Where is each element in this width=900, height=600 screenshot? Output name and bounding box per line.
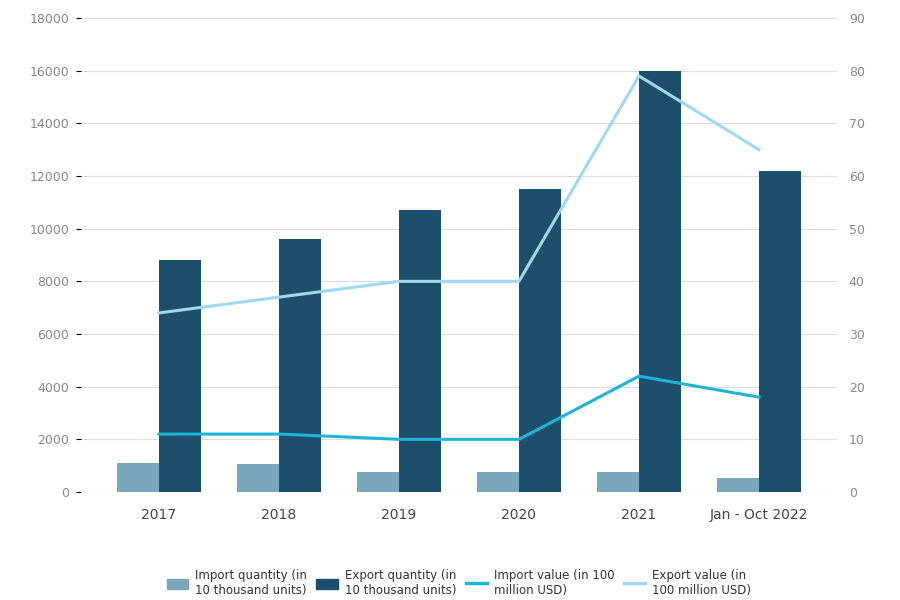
- Bar: [279, 239, 321, 492]
- Bar: [117, 463, 159, 492]
- Bar: [237, 464, 279, 492]
- Bar: [477, 472, 519, 492]
- Bar: [759, 171, 801, 492]
- Bar: [519, 189, 561, 492]
- Bar: [717, 478, 759, 492]
- Legend: Import quantity (in
10 thousand units), Export quantity (in
10 thousand units), : Import quantity (in 10 thousand units), …: [162, 564, 756, 600]
- Bar: [639, 71, 681, 492]
- Bar: [399, 210, 441, 492]
- Bar: [597, 472, 639, 492]
- Bar: [159, 260, 201, 492]
- Bar: [357, 472, 399, 492]
